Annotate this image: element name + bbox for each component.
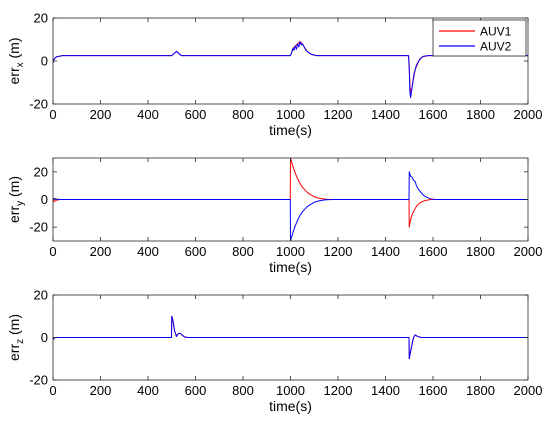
x-tick-label: 0 xyxy=(49,244,56,259)
x-tick-label: 1000 xyxy=(276,244,305,259)
x-tick-label: 1000 xyxy=(276,107,305,122)
series-group xyxy=(53,315,528,360)
x-tick-label: 200 xyxy=(90,107,112,122)
x-tick-label: 1400 xyxy=(371,244,400,259)
y-label-subscript: z xyxy=(15,339,26,344)
x-axis-label: time(s) xyxy=(269,122,312,138)
y-label-unit: (m) xyxy=(6,176,22,201)
x-tick-label: 1400 xyxy=(371,107,400,122)
y-tick-label: -20 xyxy=(29,97,48,112)
y-tick-label: 0 xyxy=(41,330,48,345)
y-tick-label: 0 xyxy=(41,192,48,207)
y-tick-label: 20 xyxy=(34,288,48,303)
x-tick-label: 1800 xyxy=(466,244,495,259)
x-tick-label: 1000 xyxy=(276,383,305,398)
series-line-auv1 xyxy=(53,158,528,228)
y-axis-label: errx (m) xyxy=(6,37,26,84)
x-axis-label: time(s) xyxy=(269,398,312,414)
y-axis-label: errz (m) xyxy=(6,314,26,361)
chart-panel-3: 0 200 400 600 800 1000 1200 1400 1600 1800 2000-20… xyxy=(6,288,542,415)
x-tick-label: 1600 xyxy=(419,244,448,259)
x-tick-label: 400 xyxy=(137,107,159,122)
y-label-base: err xyxy=(6,344,22,361)
y-label-unit: (m) xyxy=(6,37,22,62)
series-line-auv2 xyxy=(53,171,528,241)
x-tick-label: 0 xyxy=(49,107,56,122)
x-tick-label: 200 xyxy=(90,244,112,259)
x-tick-label: 800 xyxy=(232,107,254,122)
chart-panel-2: 0 200 400 600 800 1000 1200 1400 1600 1800 2000-20… xyxy=(6,157,543,275)
x-tick-label: 1600 xyxy=(419,383,448,398)
x-tick-label: 1600 xyxy=(419,107,448,122)
x-tick-label: 200 xyxy=(90,383,112,398)
x-tick-label: 0 xyxy=(49,383,56,398)
x-tick-label: 600 xyxy=(185,244,207,259)
x-tick-label: 1200 xyxy=(324,383,353,398)
x-tick-label: 1800 xyxy=(466,383,495,398)
x-tick-label: 800 xyxy=(232,383,254,398)
y-label-base: err xyxy=(6,206,22,223)
x-tick-label: 600 xyxy=(185,383,207,398)
y-tick-label: 20 xyxy=(34,164,48,179)
y-label-subscript: x xyxy=(15,62,26,67)
legend-label-auv1: AUV1 xyxy=(480,25,512,39)
series-line-auv2 xyxy=(53,315,528,360)
y-tick-label: 20 xyxy=(34,11,48,26)
x-tick-label: 800 xyxy=(232,244,254,259)
y-label-base: err xyxy=(6,67,22,84)
x-tick-label: 2000 xyxy=(514,383,543,398)
y-axis-label: erry (m) xyxy=(6,176,26,223)
x-tick-label: 1400 xyxy=(371,383,400,398)
series-group xyxy=(53,41,528,99)
series-group xyxy=(53,158,528,241)
x-tick-label: 400 xyxy=(137,244,159,259)
y-tick-label: -20 xyxy=(29,220,48,235)
x-tick-label: 1200 xyxy=(324,244,353,259)
x-tick-label: 1800 xyxy=(466,107,495,122)
x-tick-label: 600 xyxy=(185,107,207,122)
x-tick-label: 1200 xyxy=(324,107,353,122)
legend-label-auv2: AUV2 xyxy=(480,40,512,54)
y-label-subscript: y xyxy=(15,201,26,206)
y-tick-label: -20 xyxy=(29,373,48,388)
y-tick-label: 0 xyxy=(41,54,48,69)
x-tick-label: 400 xyxy=(137,383,159,398)
chart-panel-1: 0 200 400 600 800 1000 1200 1400 1600 1800 2000-20… xyxy=(6,11,542,139)
x-axis-label: time(s) xyxy=(269,259,312,275)
legend-box xyxy=(432,19,527,57)
x-tick-label: 2000 xyxy=(514,107,543,122)
y-label-unit: (m) xyxy=(6,314,22,339)
x-tick-label: 2000 xyxy=(514,244,543,259)
series-line-auv2 xyxy=(53,41,528,99)
